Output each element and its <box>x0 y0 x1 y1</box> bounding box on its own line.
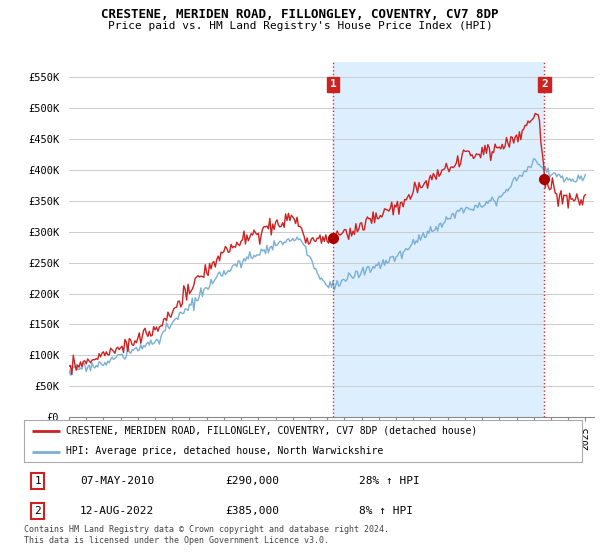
Text: 12-AUG-2022: 12-AUG-2022 <box>80 506 154 516</box>
Text: 1: 1 <box>330 80 337 90</box>
Text: 28% ↑ HPI: 28% ↑ HPI <box>359 475 419 486</box>
Text: 2: 2 <box>35 506 41 516</box>
Text: Price paid vs. HM Land Registry's House Price Index (HPI): Price paid vs. HM Land Registry's House … <box>107 21 493 31</box>
Text: Contains HM Land Registry data © Crown copyright and database right 2024.
This d: Contains HM Land Registry data © Crown c… <box>24 525 389 545</box>
Text: £290,000: £290,000 <box>225 475 279 486</box>
Bar <box>333 62 544 417</box>
Text: CRESTENE, MERIDEN ROAD, FILLONGLEY, COVENTRY, CV7 8DP (detached house): CRESTENE, MERIDEN ROAD, FILLONGLEY, COVE… <box>66 426 477 436</box>
Text: 1: 1 <box>35 475 41 486</box>
Text: 8% ↑ HPI: 8% ↑ HPI <box>359 506 413 516</box>
Text: £385,000: £385,000 <box>225 506 279 516</box>
Text: HPI: Average price, detached house, North Warwickshire: HPI: Average price, detached house, Nort… <box>66 446 383 456</box>
Text: 2: 2 <box>541 80 548 90</box>
Text: CRESTENE, MERIDEN ROAD, FILLONGLEY, COVENTRY, CV7 8DP: CRESTENE, MERIDEN ROAD, FILLONGLEY, COVE… <box>101 8 499 21</box>
Text: 07-MAY-2010: 07-MAY-2010 <box>80 475 154 486</box>
